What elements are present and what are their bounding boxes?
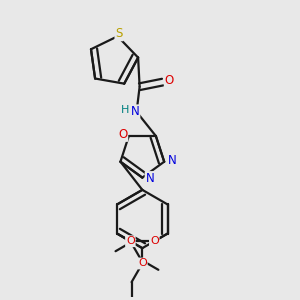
- Text: O: O: [118, 128, 127, 141]
- Text: S: S: [116, 27, 123, 40]
- Text: O: O: [165, 74, 174, 87]
- Text: H: H: [121, 105, 129, 115]
- Text: N: N: [146, 172, 154, 185]
- Text: O: O: [138, 259, 147, 269]
- Text: O: O: [150, 236, 159, 246]
- Text: N: N: [167, 154, 176, 167]
- Text: N: N: [131, 105, 140, 118]
- Text: O: O: [126, 236, 135, 246]
